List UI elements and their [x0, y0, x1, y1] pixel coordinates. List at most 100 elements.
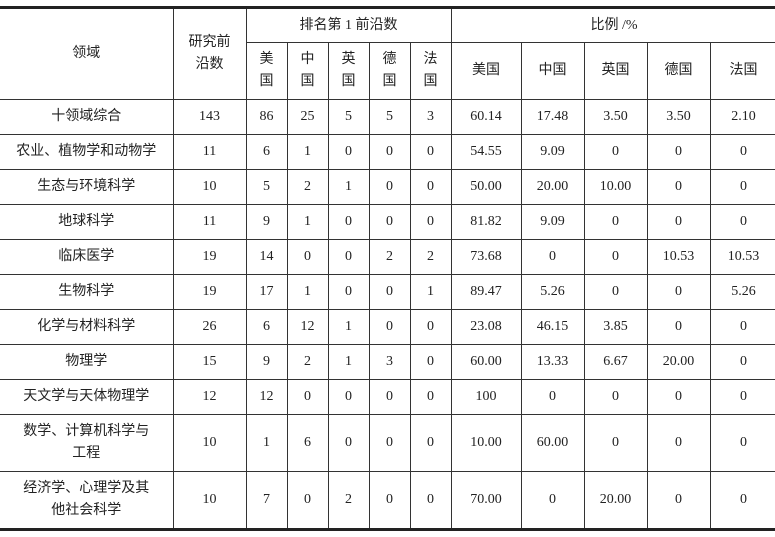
table-row: 数学、计算机科学与工程 10 1 6 0 0 0 10.00 60.00 0 0 0 — [0, 414, 775, 472]
rank-cell: 2 — [368, 239, 411, 275]
ratio-cell: 10.53 — [646, 239, 711, 275]
ratio-cell: 60.00 — [520, 414, 585, 472]
header-field: 领域 — [0, 6, 174, 100]
header-rank-country: 英国 — [327, 42, 370, 100]
rank-cell: 9 — [245, 204, 288, 240]
ratio-cell: 0 — [709, 414, 775, 472]
ratio-cell: 0 — [646, 379, 711, 415]
ratio-cell: 20.00 — [646, 344, 711, 380]
table-row: 天文学与天体物理学 12 12 0 0 0 0 100 0 0 0 0 — [0, 379, 775, 415]
rank-cell: 6 — [245, 309, 288, 345]
rank-cell: 1 — [409, 274, 452, 310]
ratio-cell: 13.33 — [520, 344, 585, 380]
field-cell: 化学与材料科学 — [0, 309, 174, 345]
ratio-cell: 0 — [583, 134, 648, 170]
ratio-cell: 0 — [709, 344, 775, 380]
field-cell: 生物科学 — [0, 274, 174, 310]
rank-cell: 1 — [327, 309, 370, 345]
rank-cell: 0 — [368, 471, 411, 531]
header-rank-country: 德国 — [368, 42, 411, 100]
table-row: 生物科学 19 17 1 0 0 1 89.47 5.26 0 0 5.26 — [0, 274, 775, 310]
header-ratio-country: 美国 — [450, 42, 522, 100]
ratio-cell: 0 — [709, 471, 775, 531]
table-row: 十领域综合 143 86 25 5 5 3 60.14 17.48 3.50 3.50 2.10 — [0, 99, 775, 135]
total-cell: 11 — [172, 134, 247, 170]
rank-cell: 0 — [327, 274, 370, 310]
total-cell: 19 — [172, 274, 247, 310]
ratio-cell: 10.00 — [450, 414, 522, 472]
rank-cell: 0 — [327, 134, 370, 170]
rank-cell: 0 — [409, 379, 452, 415]
field-cell: 天文学与天体物理学 — [0, 379, 174, 415]
ratio-cell: 3.50 — [646, 99, 711, 135]
field-cell: 临床医学 — [0, 239, 174, 275]
rank-cell: 3 — [409, 99, 452, 135]
field-cell: 地球科学 — [0, 204, 174, 240]
ratio-cell: 0 — [709, 309, 775, 345]
total-cell: 19 — [172, 239, 247, 275]
ratio-cell: 23.08 — [450, 309, 522, 345]
ratio-cell: 20.00 — [520, 169, 585, 205]
header-rank-country: 法国 — [409, 42, 452, 100]
ratio-cell: 0 — [646, 169, 711, 205]
rank-cell: 5 — [368, 99, 411, 135]
ratio-cell: 0 — [583, 274, 648, 310]
field-cell: 农业、植物学和动物学 — [0, 134, 174, 170]
ratio-cell: 0 — [520, 379, 585, 415]
rank-cell: 1 — [245, 414, 288, 472]
rank-cell: 2 — [286, 344, 329, 380]
total-cell: 10 — [172, 471, 247, 531]
field-cell: 物理学 — [0, 344, 174, 380]
rank-cell: 1 — [327, 344, 370, 380]
rank-cell: 9 — [245, 344, 288, 380]
ratio-cell: 3.50 — [583, 99, 648, 135]
frontier-table: 领域 研究前沿数 排名第 1 前沿数 比例 /% 美国 中国 英国 德国 法国 美国 中国英… — [0, 6, 775, 531]
ratio-cell: 100 — [450, 379, 522, 415]
field-cell: 数学、计算机科学与工程 — [0, 414, 174, 472]
ratio-cell: 0 — [520, 239, 585, 275]
ratio-cell: 0 — [583, 414, 648, 472]
table-row: 农业、植物学和动物学 11 6 1 0 0 0 54.55 9.09 0 0 0 — [0, 134, 775, 170]
header-rank-country: 美国 — [246, 42, 288, 100]
ratio-cell: 20.00 — [583, 471, 648, 531]
ratio-cell: 5.26 — [520, 274, 585, 310]
rank-cell: 5 — [327, 99, 370, 135]
ratio-cell: 60.00 — [450, 344, 522, 380]
ratio-cell: 17.48 — [520, 99, 585, 135]
ratio-cell: 0 — [646, 274, 711, 310]
rank-cell: 0 — [327, 204, 370, 240]
ratio-cell: 89.47 — [450, 274, 522, 310]
header-ratio-country: 德国 — [646, 42, 711, 100]
ratio-cell: 5.26 — [709, 274, 775, 310]
rank-cell: 0 — [286, 239, 329, 275]
ratio-cell: 0 — [646, 309, 711, 345]
ratio-cell: 73.68 — [450, 239, 522, 275]
rank-cell: 17 — [245, 274, 288, 310]
ratio-cell: 0 — [709, 169, 775, 205]
rank-cell: 1 — [286, 134, 329, 170]
rank-cell: 0 — [286, 379, 329, 415]
rank-cell: 0 — [327, 239, 370, 275]
header-rank-group: 排名第 1 前沿数 — [245, 6, 452, 43]
header-ratio-country: 中国 — [520, 42, 585, 100]
ratio-cell: 0 — [709, 134, 775, 170]
total-cell: 26 — [172, 309, 247, 345]
table-row: 物理学 15 9 2 1 3 0 60.00 13.33 6.67 20.00 0 — [0, 344, 775, 380]
ratio-cell: 0 — [583, 379, 648, 415]
ratio-cell: 0 — [646, 471, 711, 531]
rank-cell: 2 — [409, 239, 452, 275]
rank-cell: 6 — [286, 414, 329, 472]
total-cell: 12 — [172, 379, 247, 415]
rank-cell: 25 — [286, 99, 329, 135]
ratio-cell: 0 — [520, 471, 585, 531]
field-cell: 经济学、心理学及其他社会科学 — [0, 471, 174, 531]
ratio-cell: 46.15 — [520, 309, 585, 345]
rank-cell: 1 — [327, 169, 370, 205]
rank-cell: 0 — [368, 414, 411, 472]
ratio-cell: 81.82 — [450, 204, 522, 240]
ratio-cell: 60.14 — [450, 99, 522, 135]
ratio-cell: 9.09 — [520, 204, 585, 240]
rank-cell: 12 — [286, 309, 329, 345]
rank-cell: 12 — [245, 379, 288, 415]
total-cell: 10 — [172, 169, 247, 205]
